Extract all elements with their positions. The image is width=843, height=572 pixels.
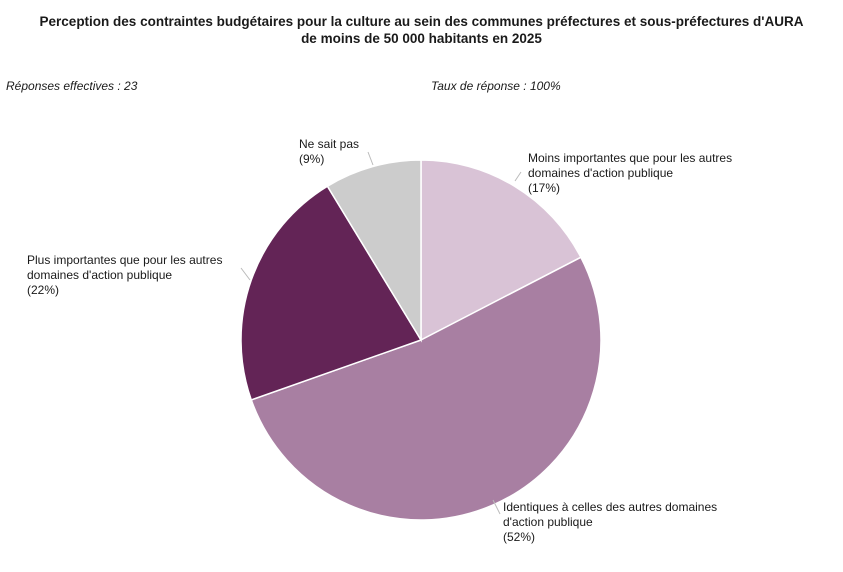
slice-label-line: d'action publique bbox=[503, 515, 593, 529]
slice-label-line: domaines d'action publique bbox=[27, 268, 172, 282]
slice-label-identiques: Identiques à celles des autres domaines d… bbox=[503, 500, 717, 544]
response-rate: Taux de réponse : 100% bbox=[431, 79, 561, 93]
slice-label-line: Ne sait pas bbox=[299, 137, 359, 151]
chart-title-line-1: Perception des contraintes budgétaires p… bbox=[39, 14, 804, 29]
slice-percent: (52%) bbox=[503, 530, 535, 544]
pie-slice-moins-importantes bbox=[420, 159, 582, 342]
pie-slice-ne-sait-pas bbox=[326, 159, 422, 343]
leader-line-identiques bbox=[492, 499, 501, 515]
slice-percent: (22%) bbox=[27, 283, 59, 297]
slice-label-line: Identiques à celles des autres domaines bbox=[503, 500, 717, 514]
slice-label-plus-importantes: Plus importantes que pour les autres doma… bbox=[27, 253, 222, 297]
slice-percent: (9%) bbox=[299, 152, 324, 166]
pie-slice-identiques bbox=[250, 256, 602, 521]
slice-label-line: Moins importantes que pour les autres bbox=[528, 151, 732, 165]
leader-line-moins-importantes bbox=[514, 171, 522, 182]
leader-line-ne-sait-pas bbox=[367, 151, 374, 166]
slice-label-line: domaines d'action publique bbox=[528, 166, 673, 180]
slice-label-ne-sait-pas: Ne sait pas (9%) bbox=[299, 137, 359, 166]
responses-count: Réponses effectives : 23 bbox=[6, 79, 138, 93]
pie-slice-plus-importantes bbox=[240, 185, 423, 401]
chart-title-line-2: de moins de 50 000 habitants en 2025 bbox=[301, 31, 542, 46]
slice-percent: (17%) bbox=[528, 181, 560, 195]
leader-line-plus-importantes bbox=[240, 267, 251, 281]
slice-label-moins-importantes: Moins importantes que pour les autres dom… bbox=[528, 151, 732, 195]
slice-label-line: Plus importantes que pour les autres bbox=[27, 253, 222, 267]
chart-title: Perception des contraintes budgétaires p… bbox=[0, 13, 843, 47]
